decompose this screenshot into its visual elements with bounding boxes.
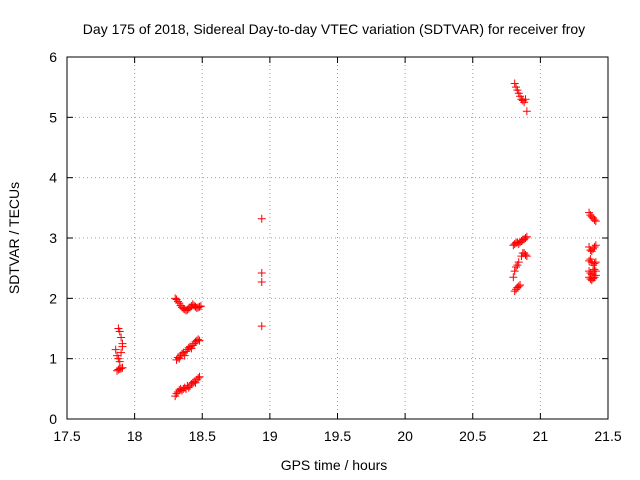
x-axis-label: GPS time / hours [281,457,388,473]
x-tick-label: 20.5 [459,428,486,444]
data-point [521,95,530,104]
x-tick-label: 19 [262,428,278,444]
data-point [117,333,126,342]
x-tick-label: 20 [397,428,413,444]
y-tick-label: 3 [49,230,57,246]
data-point [521,234,530,242]
data-point [257,278,266,287]
data-point [522,232,531,241]
x-tick-label: 18.5 [189,428,216,444]
grid-lines [67,57,608,419]
data-point [590,273,599,282]
data-point [510,267,519,276]
data-point [111,345,120,354]
data-point [118,339,127,348]
y-tick-label: 6 [49,49,57,65]
data-point [173,297,182,306]
y-tick-label: 1 [49,351,57,367]
data-point [257,322,266,331]
data-point [591,271,600,280]
y-axis-label: SDTVAR / TECUs [6,182,22,294]
data-point [522,107,531,116]
data-point [512,262,521,271]
data-point [516,281,525,290]
data-point [196,302,205,311]
data-point [590,265,599,274]
data-point [195,372,204,381]
data-point [521,250,530,259]
x-tick-label: 21.5 [594,428,621,444]
data-point [117,364,126,373]
y-tick-label: 5 [49,109,57,125]
data-point [195,302,204,311]
data-point [591,217,600,226]
data-point [195,336,204,345]
data-point [115,357,124,366]
data-point [591,258,600,267]
x-tick-label: 21 [533,428,549,444]
y-tick-label: 2 [49,290,57,306]
x-tick-label: 17.5 [53,428,80,444]
data-point [591,241,600,250]
data-point [115,327,124,336]
data-point [514,282,523,291]
data-points [111,79,600,401]
data-point [194,335,203,344]
data-point [180,351,189,360]
data-point [257,214,266,223]
x-tick-label: 19.5 [324,428,351,444]
y-tick-label: 4 [49,170,57,186]
axis-ticks: 17.5 18 18.5 19 19.5 20 20.5 21 21.5 0 1 2 3 4 5 6 [49,49,622,444]
chart-title: Day 175 of 2018, Sidereal Day-to-day VTE… [83,21,585,37]
data-point [514,258,523,267]
data-point [590,243,599,252]
data-point [118,363,127,372]
data-point [509,273,518,282]
data-point [522,252,531,261]
data-point [194,373,203,382]
plot-frame [66,56,609,420]
data-point [257,268,266,277]
y-tick-label: 0 [49,411,57,427]
data-point [590,215,599,224]
data-point [117,348,126,357]
data-point [510,79,519,88]
x-tick-label: 18 [127,428,143,444]
